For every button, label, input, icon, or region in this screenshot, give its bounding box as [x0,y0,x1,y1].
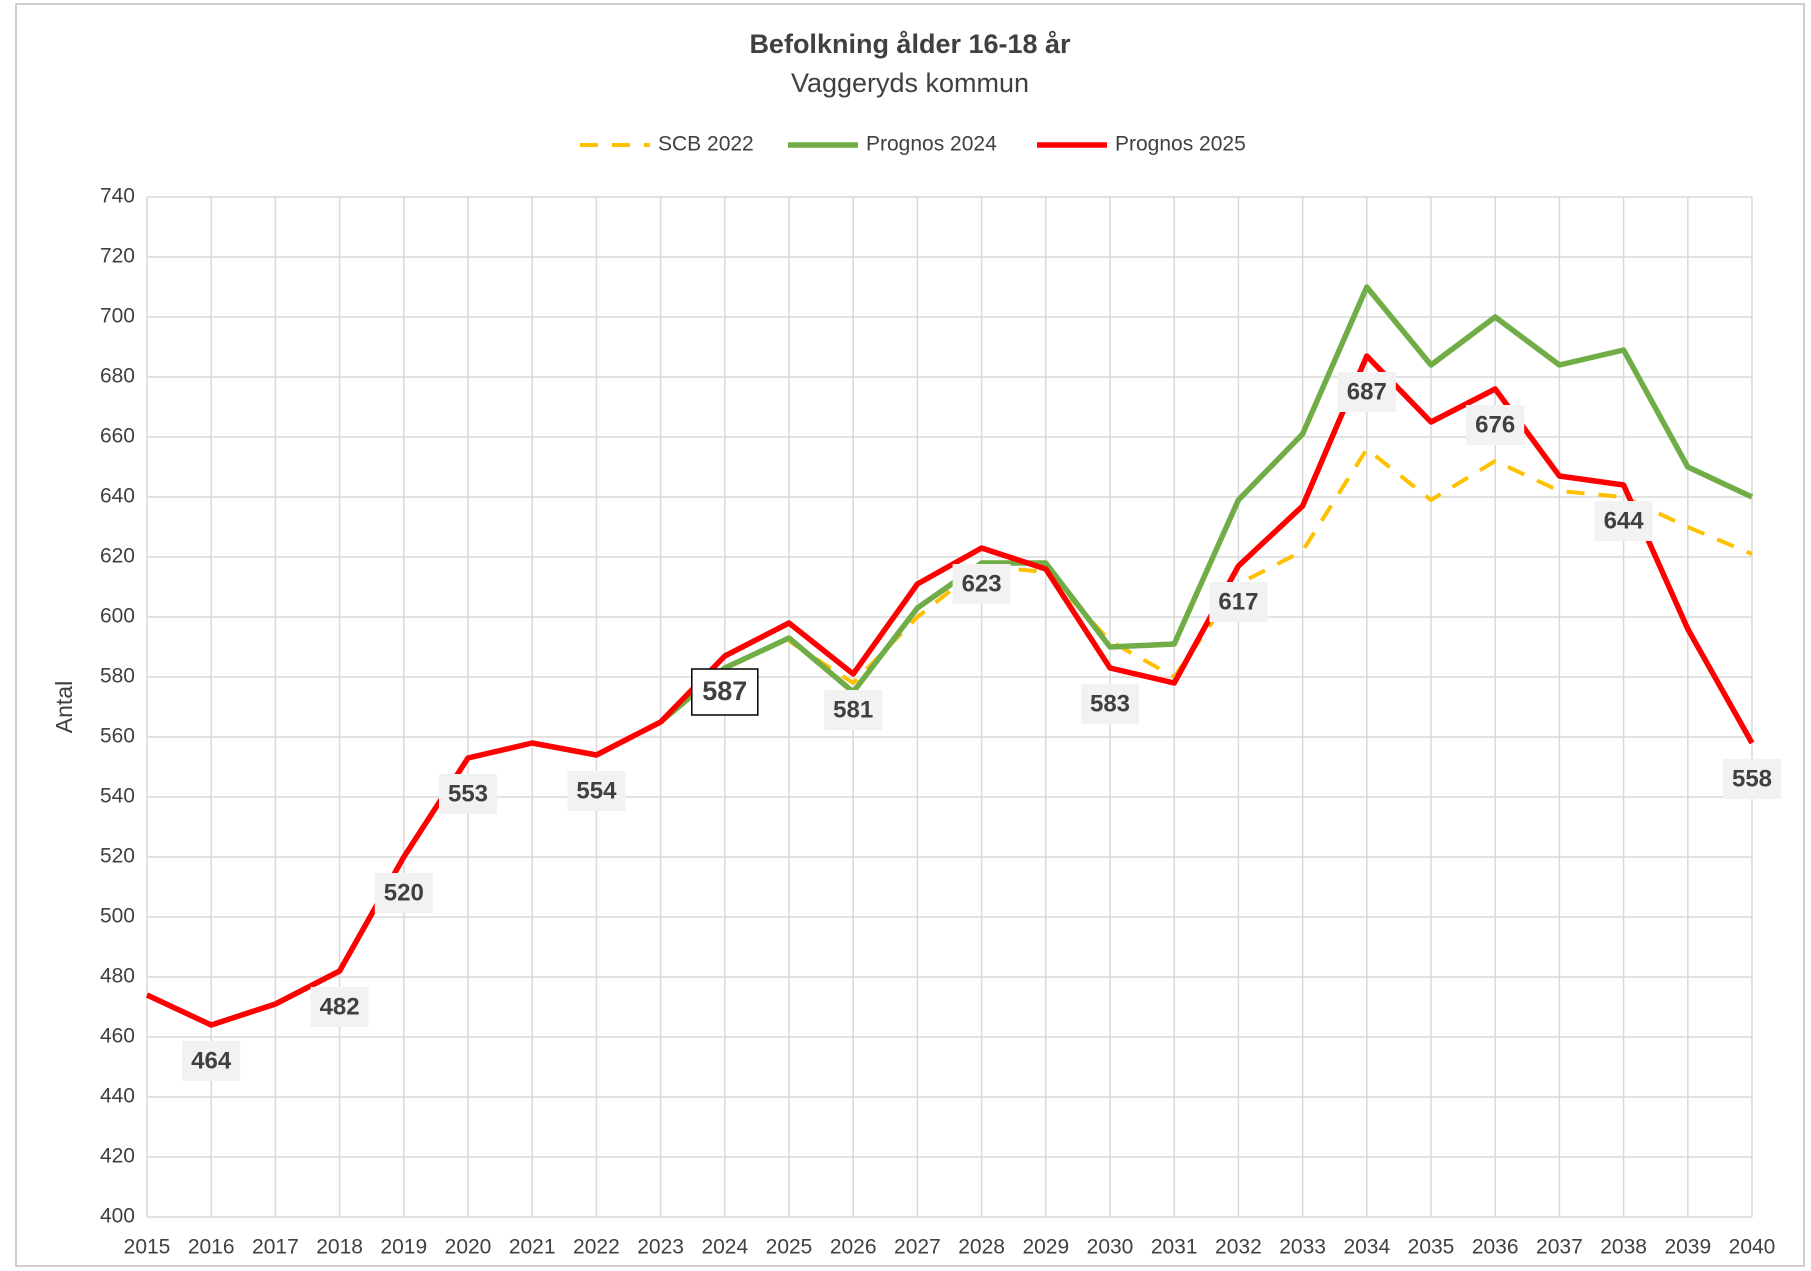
x-tick-label: 2038 [1600,1236,1647,1259]
x-tick-label: 2033 [1279,1236,1326,1259]
data-label-bg [310,987,369,1027]
data-label: 553 [448,780,488,807]
y-tick-label: 540 [100,785,135,808]
chart-subtitle: Vaggeryds kommun [791,68,1029,98]
data-label: 687 [1347,378,1387,405]
chart-frame [15,3,1805,1267]
data-label-bg [374,873,433,913]
x-tick-label: 2031 [1151,1236,1198,1259]
x-tick-label: 2029 [1022,1236,1069,1259]
y-axis-label: Antal [51,681,77,733]
y-tick-label: 500 [100,905,135,928]
data-label: 587 [702,676,747,706]
y-tick-label: 600 [100,605,135,628]
x-tick-label: 2023 [637,1236,684,1259]
data-label: 482 [320,993,360,1020]
y-tick-label: 660 [100,425,135,448]
data-label-bg [567,771,626,811]
y-tick-label: 480 [100,965,135,988]
data-label: 520 [384,879,424,906]
y-tick-label: 420 [100,1145,135,1168]
x-tick-label: 2016 [188,1236,235,1259]
data-label-bg [824,690,883,730]
legend-label: Prognos 2025 [1115,133,1246,156]
y-tick-label: 640 [100,485,135,508]
data-label-bg [1594,501,1653,541]
x-tick-label: 2028 [958,1236,1005,1259]
data-label: 676 [1475,411,1515,438]
data-label-bg [691,668,759,716]
data-label: 558 [1732,765,1772,792]
x-tick-label: 2024 [701,1236,748,1259]
data-label-bg [439,774,497,814]
x-tick-label: 2021 [509,1236,556,1259]
x-tick-label: 2036 [1472,1236,1519,1259]
data-label: 617 [1218,588,1258,615]
x-tick-label: 2034 [1343,1236,1390,1259]
legend-label: SCB 2022 [658,133,754,156]
data-label: 554 [576,777,617,804]
y-tick-label: 740 [100,185,135,208]
y-tick-label: 400 [100,1205,135,1228]
data-label-bg [1466,405,1525,445]
y-tick-label: 560 [100,725,135,748]
x-tick-label: 2037 [1536,1236,1583,1259]
data-label: 583 [1090,690,1130,717]
y-tick-label: 460 [100,1025,135,1048]
y-tick-label: 440 [100,1085,135,1108]
x-tick-label: 2018 [316,1236,363,1259]
legend-label: Prognos 2024 [866,133,997,156]
y-tick-label: 680 [100,365,135,388]
x-tick-label: 2019 [380,1236,427,1259]
x-tick-label: 2032 [1215,1236,1262,1259]
x-tick-label: 2030 [1087,1236,1134,1259]
data-label-bg [952,564,1011,604]
x-tick-label: 2015 [124,1236,171,1259]
series-line [658,284,1754,725]
y-tick-label: 700 [100,305,135,328]
data-label-bg [1723,759,1781,799]
data-label-bg [1337,372,1396,412]
chart-title: Befolkning ålder 16-18 år [749,29,1071,59]
data-label-bg [182,1041,241,1081]
x-tick-label: 2026 [830,1236,877,1259]
data-label: 464 [191,1047,232,1074]
x-tick-label: 2027 [894,1236,941,1259]
x-tick-label: 2017 [252,1236,299,1259]
series-line [145,353,1755,1028]
y-tick-label: 580 [100,665,135,688]
series-line [787,447,1753,685]
data-label: 644 [1604,507,1645,534]
data-label-bg [1209,582,1268,622]
y-tick-label: 520 [100,845,135,868]
x-tick-label: 2040 [1729,1236,1776,1259]
x-tick-label: 2022 [573,1236,620,1259]
data-label: 623 [962,570,1002,597]
data-label-bg [1081,684,1139,724]
data-label: 581 [833,696,873,723]
x-tick-label: 2035 [1408,1236,1455,1259]
y-tick-label: 620 [100,545,135,568]
y-tick-label: 720 [100,245,135,268]
x-tick-label: 2020 [445,1236,492,1259]
x-tick-label: 2025 [766,1236,813,1259]
x-tick-label: 2039 [1664,1236,1711,1259]
